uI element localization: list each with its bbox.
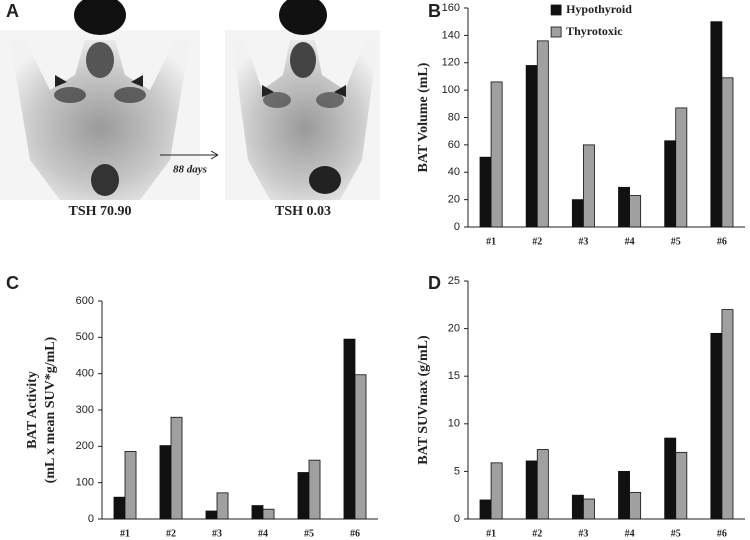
y-tick-label: 0 (454, 513, 460, 525)
x-tick-label: #4 (625, 236, 635, 247)
y-tick-label: 10 (448, 418, 460, 430)
bar (354, 374, 367, 520)
x-tick-label: #6 (717, 236, 727, 247)
y-tick-label: 300 (76, 404, 94, 416)
bar (251, 505, 264, 520)
y-axis-label: BAT Volume (mL) (416, 62, 431, 172)
panel-label: C (6, 273, 19, 293)
x-tick-label: #6 (350, 528, 360, 539)
y-tick-label: 25 (448, 275, 460, 287)
y-axis-label: (mL x mean SUV*g/mL) (43, 336, 58, 483)
bar (159, 445, 172, 520)
bar (525, 460, 538, 520)
bar (675, 451, 688, 520)
bar (721, 309, 734, 520)
bar (525, 65, 538, 228)
bar (675, 107, 688, 228)
pet-scan-left (0, 0, 200, 200)
pet-scan-right (225, 0, 380, 200)
bar (216, 492, 229, 520)
x-tick-label: #2 (166, 528, 176, 539)
bar (297, 472, 310, 520)
y-tick-label: 40 (448, 166, 460, 178)
x-tick-label: #5 (671, 528, 681, 539)
bar (571, 494, 584, 520)
bar (536, 449, 549, 520)
bar (583, 498, 595, 520)
x-tick-label: #4 (258, 528, 268, 539)
x-tick-label: #2 (532, 528, 542, 539)
bar (262, 508, 275, 520)
y-tick-label: 5 (454, 465, 460, 477)
panel-label: D (428, 273, 441, 293)
x-tick-label: #6 (717, 528, 727, 539)
x-tick-label: #3 (578, 528, 588, 539)
arrow-label: 88 days (173, 164, 207, 176)
bar (490, 81, 503, 228)
legend-swatch (550, 4, 562, 16)
x-tick-label: #1 (486, 236, 496, 247)
bar (664, 437, 677, 520)
y-tick-label: 80 (448, 111, 460, 123)
caption: TSH 70.90 (68, 204, 131, 219)
x-tick-label: #1 (120, 528, 130, 539)
bar (629, 491, 642, 520)
y-axis-label: BAT Activity (25, 371, 40, 449)
bar (479, 499, 492, 520)
bar (618, 186, 630, 228)
legend-label: Hypothyroid (566, 2, 632, 16)
bar (571, 199, 584, 228)
bar (308, 459, 321, 520)
arrow-head (210, 150, 219, 160)
x-tick-label: #5 (304, 528, 314, 539)
y-tick-label: 500 (76, 331, 94, 343)
legend-swatch (550, 26, 562, 38)
x-tick-label: #3 (578, 236, 588, 247)
bar (124, 451, 137, 520)
bar (710, 332, 723, 520)
x-tick-label: #1 (486, 528, 496, 539)
x-tick-label: #4 (625, 528, 635, 539)
bar (479, 156, 492, 228)
y-tick-label: 20 (448, 194, 460, 206)
bar (205, 510, 218, 520)
bar (490, 462, 503, 520)
y-tick-label: 140 (442, 29, 460, 41)
caption: TSH 0.03 (275, 204, 331, 219)
y-tick-label: 0 (454, 221, 460, 233)
bar (629, 195, 642, 228)
y-tick-label: 400 (76, 368, 94, 380)
bar (721, 77, 734, 228)
y-tick-label: 100 (76, 477, 94, 489)
bar (113, 496, 126, 520)
panel-label: A (6, 1, 19, 21)
bar (710, 21, 723, 228)
bar (618, 470, 630, 520)
y-tick-label: 120 (442, 57, 460, 69)
y-tick-label: 200 (76, 440, 94, 452)
y-tick-label: 15 (448, 370, 460, 382)
y-tick-label: 20 (448, 323, 460, 335)
y-tick-label: 100 (442, 84, 460, 96)
x-tick-label: #2 (532, 236, 542, 247)
y-axis-label: BAT SUVmax (g/mL) (416, 335, 431, 465)
bar (664, 140, 677, 228)
y-tick-label: 60 (448, 139, 460, 151)
y-tick-label: 160 (442, 2, 460, 14)
x-tick-label: #3 (212, 528, 222, 539)
y-tick-label: 600 (76, 295, 94, 307)
bar (343, 338, 356, 520)
x-tick-label: #5 (671, 236, 681, 247)
legend-label: Thyrotoxic (566, 24, 623, 38)
bar (536, 40, 549, 228)
panel-label: B (428, 1, 441, 21)
y-tick-label: 0 (88, 513, 94, 525)
bar (170, 416, 183, 520)
bar (583, 144, 595, 228)
